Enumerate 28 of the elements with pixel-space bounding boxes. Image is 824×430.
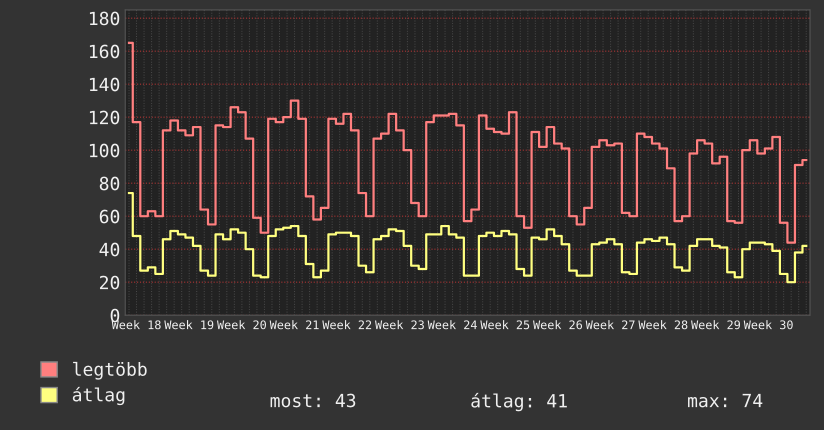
x-tick-label: Week 22: [322, 320, 372, 330]
x-tick-label: Week 23: [375, 320, 424, 330]
y-tick-label: 160: [90, 44, 120, 58]
text: max: 74: [688, 394, 762, 408]
x-tick-label: Week 18: [112, 320, 161, 330]
text: most: 43: [270, 394, 356, 408]
text: átlag: 41: [471, 392, 567, 412]
x-tick-label: Week 28: [638, 320, 688, 330]
x-tick-label: Week 20: [217, 320, 266, 330]
y-tick-label: 80: [100, 176, 120, 190]
y-tick-label: 140: [90, 78, 120, 92]
x-tick-label: Week 21: [270, 320, 319, 330]
y-tick-label: 20: [100, 276, 120, 290]
x-tick-label: Week 24: [428, 320, 477, 330]
y-tick-label: 120: [90, 110, 120, 124]
y-tick-label: 0: [110, 308, 120, 322]
y-tick-label: 40: [100, 242, 120, 256]
x-tick-label: Week 30: [744, 320, 793, 330]
legend-label: legtöbb: [73, 362, 147, 380]
legend-label: átlag: [72, 386, 124, 406]
x-tick-label: Week 25: [480, 320, 530, 330]
x-tick-label: Week 19: [164, 320, 214, 330]
x-tick-label: Week 27: [586, 320, 635, 330]
x-tick-label: Week 26: [533, 320, 582, 330]
y-tick-label: 180: [90, 12, 120, 26]
x-tick-label: Week 29: [691, 320, 740, 330]
y-tick-label: 60: [100, 210, 120, 224]
y-tick-label: 100: [90, 144, 120, 158]
